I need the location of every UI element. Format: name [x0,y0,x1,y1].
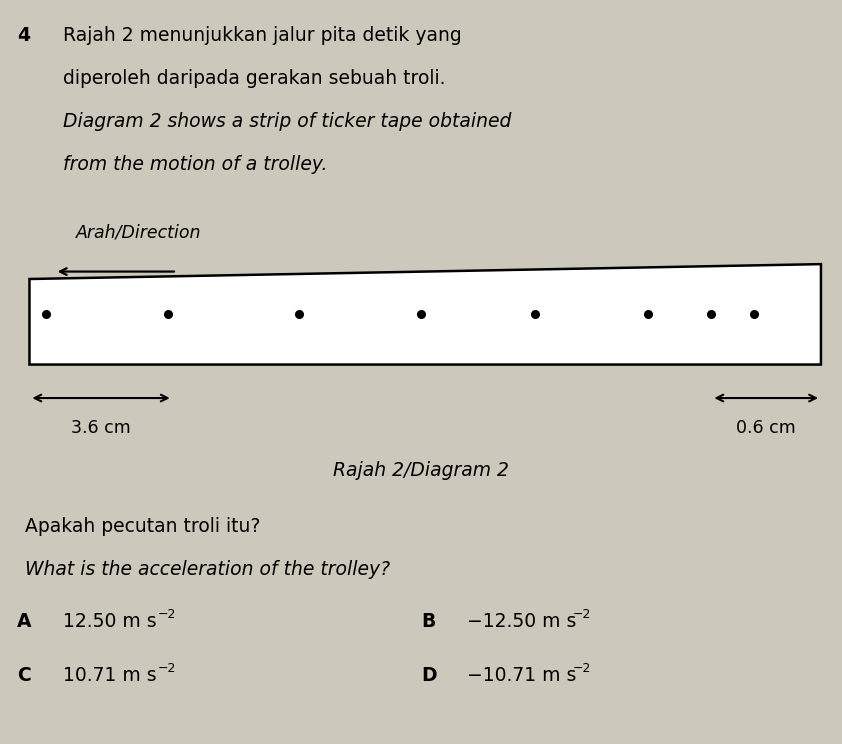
Text: diperoleh daripada gerakan sebuah troli.: diperoleh daripada gerakan sebuah troli. [63,69,445,89]
Text: −2: −2 [157,662,176,675]
Text: Diagram 2 shows a strip of ticker tape obtained: Diagram 2 shows a strip of ticker tape o… [63,112,512,132]
Text: −10.71 m s: −10.71 m s [467,666,577,684]
Polygon shape [29,264,821,365]
Text: C: C [17,666,30,684]
Text: What is the acceleration of the trolley?: What is the acceleration of the trolley? [25,560,391,580]
Text: A: A [17,612,31,631]
Text: 10.71 m s: 10.71 m s [63,666,157,684]
Text: Rajah 2 menunjukkan jalur pita detik yang: Rajah 2 menunjukkan jalur pita detik yan… [63,26,462,45]
Text: Arah/Direction: Arah/Direction [76,223,201,241]
Text: −2: −2 [573,609,591,621]
Text: D: D [421,666,437,684]
Text: B: B [421,612,435,631]
Text: −12.50 m s: −12.50 m s [467,612,577,631]
Text: 4: 4 [17,26,29,45]
Text: −2: −2 [573,662,591,675]
Text: 12.50 m s: 12.50 m s [63,612,157,631]
Text: from the motion of a trolley.: from the motion of a trolley. [63,155,328,175]
Text: Rajah 2/Diagram 2: Rajah 2/Diagram 2 [333,461,509,481]
Text: 3.6 cm: 3.6 cm [72,419,131,437]
Text: 0.6 cm: 0.6 cm [737,419,796,437]
Text: −2: −2 [157,609,176,621]
Text: Apakah pecutan troli itu?: Apakah pecutan troli itu? [25,517,261,536]
